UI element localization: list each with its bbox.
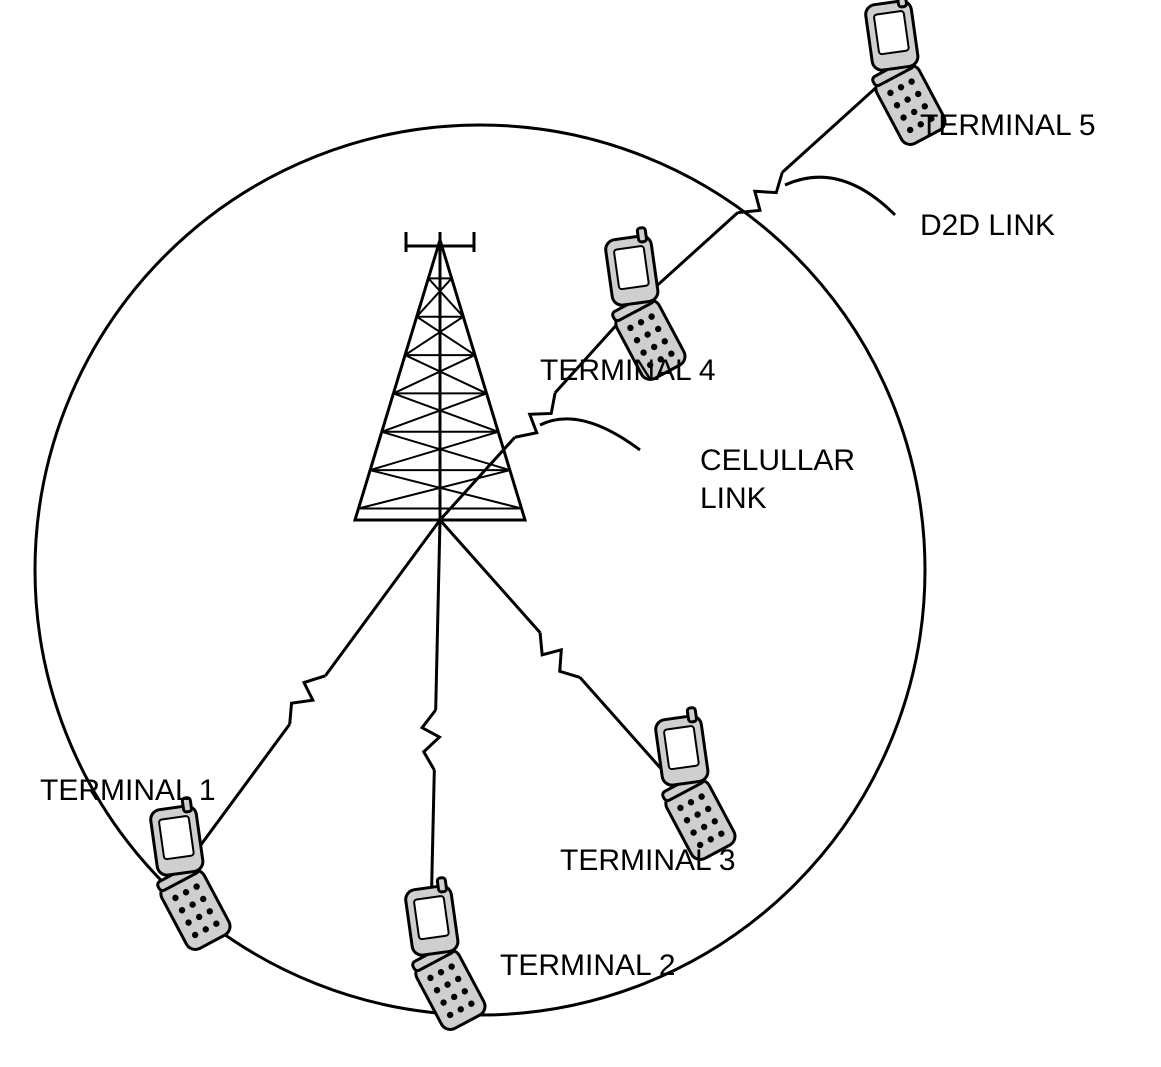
annotation-cellular_annot: CELULLAR LINK	[540, 419, 855, 515]
link-cellular-t3	[440, 520, 680, 790]
link-d2d-t5	[630, 75, 890, 310]
annotation-label: D2D LINK	[920, 209, 1055, 242]
link-cellular-t4	[440, 310, 630, 520]
terminal-label: TERMINAL 2	[500, 949, 676, 982]
terminal-phone-icon	[120, 783, 258, 953]
terminal-label: TERMINAL 3	[560, 844, 736, 877]
terminal-label: TERMINAL 4	[540, 354, 716, 387]
link-cellular-t1	[175, 520, 440, 880]
annotation-d2d_annot: D2D LINK	[785, 177, 1055, 242]
terminal-phone-icon	[625, 693, 763, 863]
terminal-label: TERMINAL 1	[40, 774, 216, 807]
annotation-label: LINK	[700, 482, 767, 515]
annotation-label: CELULLAR	[700, 444, 855, 477]
base-station-tower-icon	[355, 232, 525, 520]
terminal-label: TERMINAL 5	[920, 109, 1096, 142]
